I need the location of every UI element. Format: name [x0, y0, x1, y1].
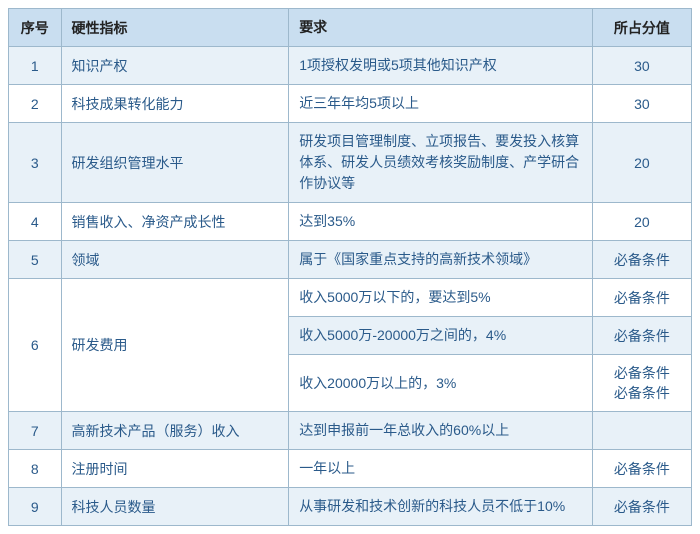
table-row: 8 注册时间 一年以上 必备条件: [9, 450, 692, 488]
cell-score: 必备条件: [592, 241, 691, 279]
cell-score: 20: [592, 203, 691, 241]
cell-score: 必备条件: [592, 450, 691, 488]
cell-score: [592, 412, 691, 450]
cell-score: 必备条件 必备条件: [592, 355, 691, 412]
table-row: 3 研发组织管理水平 研发项目管理制度、立项报告、要发投入核算体系、研发人员绩效…: [9, 123, 692, 203]
cell-score: 必备条件: [592, 317, 691, 355]
table-row: 5 领域 属于《国家重点支持的高新技术领域》 必备条件: [9, 241, 692, 279]
cell-seq: 7: [9, 412, 62, 450]
cell-indicator: 高新技术产品（服务）收入: [61, 412, 289, 450]
table-row: 2 科技成果转化能力 近三年年均5项以上 30: [9, 85, 692, 123]
table-row: 9 科技人员数量 从事研发和技术创新的科技人员不低于10% 必备条件: [9, 488, 692, 526]
cell-indicator: 科技人员数量: [61, 488, 289, 526]
cell-seq: 2: [9, 85, 62, 123]
cell-seq: 4: [9, 203, 62, 241]
cell-indicator: 知识产权: [61, 47, 289, 85]
cell-requirement: 收入5000万-20000万之间的，4%: [289, 317, 593, 355]
cell-score: 必备条件: [592, 488, 691, 526]
header-requirement: 要求: [289, 9, 593, 47]
cell-seq: 5: [9, 241, 62, 279]
cell-requirement: 收入20000万以上的，3%: [289, 355, 593, 412]
cell-seq: 9: [9, 488, 62, 526]
cell-seq: 3: [9, 123, 62, 203]
cell-indicator: 研发组织管理水平: [61, 123, 289, 203]
cell-indicator: 注册时间: [61, 450, 289, 488]
criteria-table: 序号 硬性指标 要求 所占分值 1 知识产权 1项授权发明或5项其他知识产权 3…: [8, 8, 692, 526]
cell-requirement: 收入5000万以下的，要达到5%: [289, 279, 593, 317]
header-score: 所占分值: [592, 9, 691, 47]
cell-requirement: 近三年年均5项以上: [289, 85, 593, 123]
cell-requirement: 研发项目管理制度、立项报告、要发投入核算体系、研发人员绩效考核奖励制度、产学研合…: [289, 123, 593, 203]
cell-seq: 1: [9, 47, 62, 85]
cell-indicator: 领域: [61, 241, 289, 279]
cell-requirement: 1项授权发明或5项其他知识产权: [289, 47, 593, 85]
table-row: 6 研发费用 收入5000万以下的，要达到5% 必备条件: [9, 279, 692, 317]
table-row: 1 知识产权 1项授权发明或5项其他知识产权 30: [9, 47, 692, 85]
cell-requirement: 从事研发和技术创新的科技人员不低于10%: [289, 488, 593, 526]
cell-requirement: 属于《国家重点支持的高新技术领域》: [289, 241, 593, 279]
table-row: 4 销售收入、净资产成长性 达到35% 20: [9, 203, 692, 241]
cell-score: 30: [592, 85, 691, 123]
cell-seq: 8: [9, 450, 62, 488]
header-indicator: 硬性指标: [61, 9, 289, 47]
cell-seq: 6: [9, 279, 62, 412]
table-row: 7 高新技术产品（服务）收入 达到申报前一年总收入的60%以上: [9, 412, 692, 450]
cell-requirement: 达到35%: [289, 203, 593, 241]
cell-indicator: 研发费用: [61, 279, 289, 412]
cell-requirement: 达到申报前一年总收入的60%以上: [289, 412, 593, 450]
cell-indicator: 科技成果转化能力: [61, 85, 289, 123]
header-row: 序号 硬性指标 要求 所占分值: [9, 9, 692, 47]
cell-score: 20: [592, 123, 691, 203]
cell-score: 必备条件: [592, 279, 691, 317]
cell-requirement: 一年以上: [289, 450, 593, 488]
cell-indicator: 销售收入、净资产成长性: [61, 203, 289, 241]
header-seq: 序号: [9, 9, 62, 47]
cell-score: 30: [592, 47, 691, 85]
